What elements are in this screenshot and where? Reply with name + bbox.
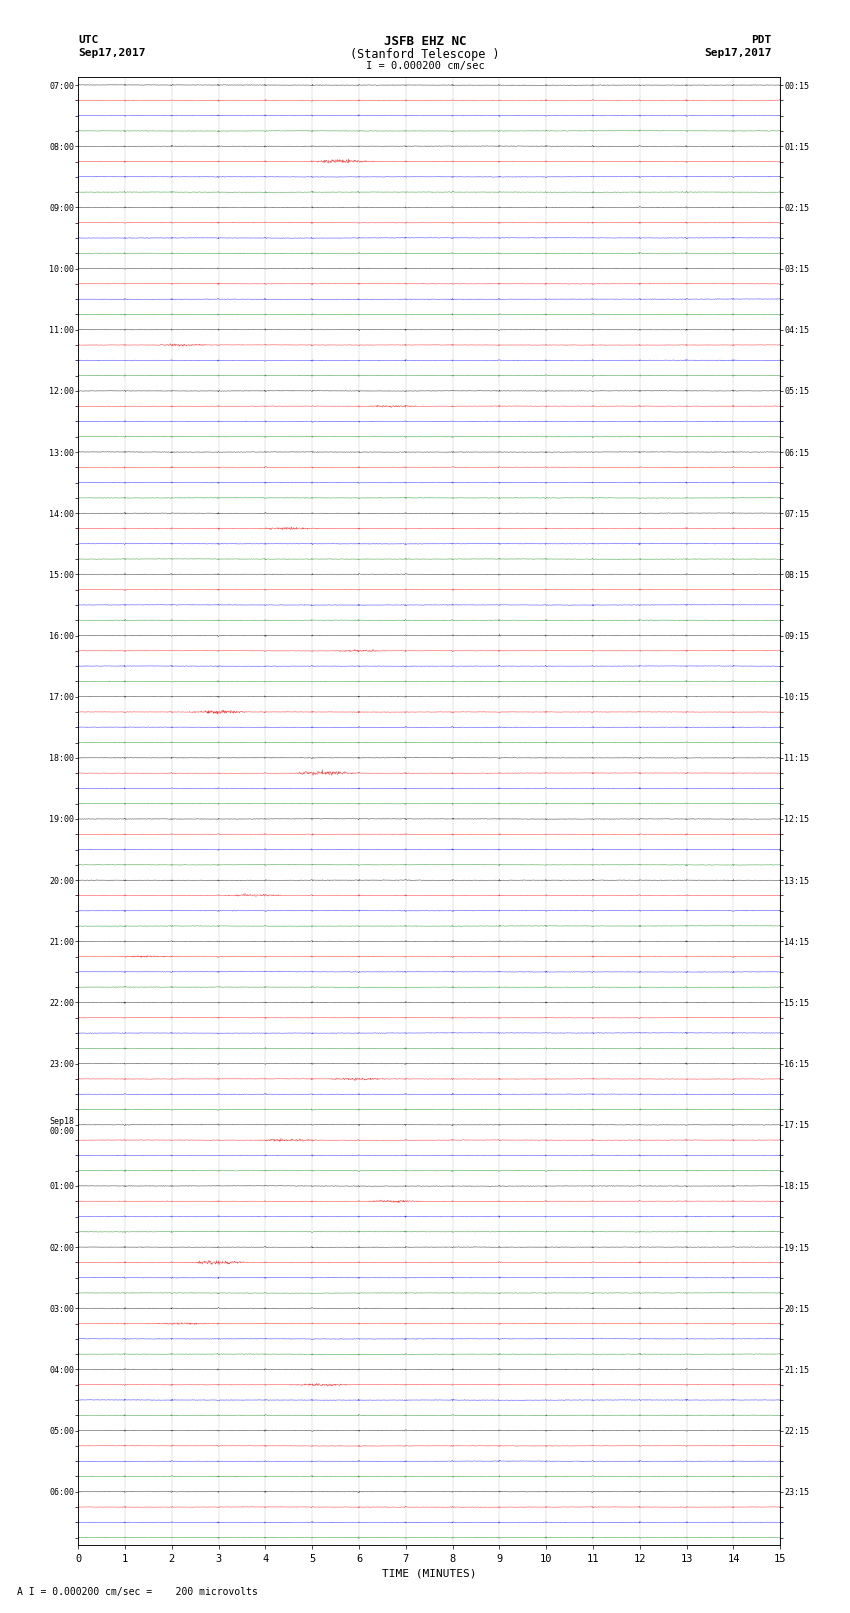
- Text: I = 0.000200 cm/sec: I = 0.000200 cm/sec: [366, 61, 484, 71]
- Text: Sep17,2017: Sep17,2017: [705, 48, 772, 58]
- Text: UTC: UTC: [78, 35, 99, 45]
- X-axis label: TIME (MINUTES): TIME (MINUTES): [382, 1568, 477, 1579]
- Text: Sep17,2017: Sep17,2017: [78, 48, 145, 58]
- Text: JSFB EHZ NC: JSFB EHZ NC: [383, 35, 467, 48]
- Text: (Stanford Telescope ): (Stanford Telescope ): [350, 48, 500, 61]
- Text: A I = 0.000200 cm/sec =    200 microvolts: A I = 0.000200 cm/sec = 200 microvolts: [17, 1587, 258, 1597]
- Text: PDT: PDT: [751, 35, 772, 45]
